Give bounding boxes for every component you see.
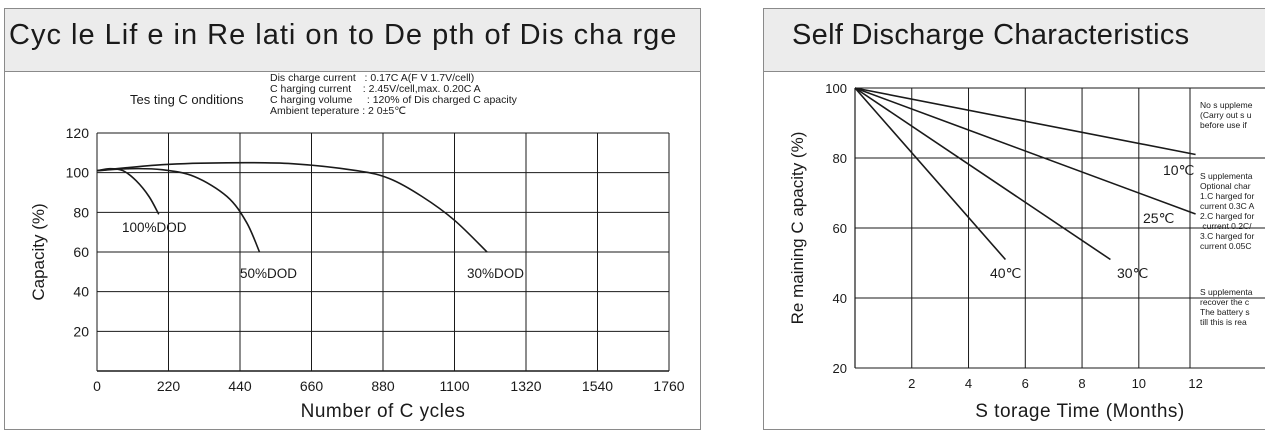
x-tick-label: 1540 — [582, 378, 613, 394]
note-line: S upplementa — [1200, 171, 1253, 181]
testing-condition-line: C harging current : 2.45V/cell,max. 0.20… — [270, 83, 481, 95]
x-tick-label: 1320 — [510, 378, 541, 394]
x-axis-label: S torage Time (Months) — [975, 401, 1185, 422]
x-tick-label: 440 — [228, 378, 252, 394]
note-line: recover the c — [1200, 297, 1250, 307]
series-label: 30℃ — [1117, 265, 1148, 281]
cycle-life-panel: Cyc le Lif e in Re lati on to De pth of … — [4, 8, 701, 430]
note-line: before use if — [1200, 120, 1247, 130]
x-tick-label: 4 — [965, 376, 972, 391]
note-line: current 0.3C A — [1200, 201, 1255, 211]
y-axis-label: Capacity (%) — [29, 203, 48, 300]
series-label: 25℃ — [1143, 210, 1174, 226]
series-line-40c — [854, 87, 1007, 261]
note-line: current 0.2C/ — [1200, 221, 1252, 231]
y-tick-label: 100 — [66, 165, 90, 181]
testing-condition-line: Dis charge current : 0.17C A(F V 1.7V/ce… — [270, 72, 474, 84]
note-line: 3.C harged for — [1200, 231, 1255, 241]
x-tick-label: 220 — [157, 378, 181, 394]
series-line-10c — [854, 87, 1196, 156]
note-line: Optional char — [1200, 181, 1251, 191]
series-line-50dod — [96, 167, 261, 253]
series-line-30dod — [96, 161, 488, 253]
y-tick-label: 80 — [833, 151, 847, 166]
x-tick-label: 12 — [1188, 376, 1202, 391]
series-label: 40℃ — [990, 265, 1021, 281]
x-tick-label: 2 — [908, 376, 915, 391]
x-tick-label: 660 — [300, 378, 324, 394]
y-tick-label: 100 — [825, 81, 847, 96]
cycle-life-header: Cyc le Lif e in Re lati on to De pth of … — [5, 9, 700, 72]
series-line-25c — [854, 87, 1196, 215]
x-tick-label: 8 — [1078, 376, 1085, 391]
y-tick-label: 40 — [73, 284, 89, 300]
x-axis-label: Number of C ycles — [301, 401, 466, 422]
note-line: The battery s — [1200, 307, 1250, 317]
series-label: 100%DOD — [122, 220, 187, 235]
self-discharge-panel: Self Discharge Characteristics — [763, 8, 1265, 430]
testing-condition-line: C harging volume : 120% of Dis charged C… — [270, 94, 518, 106]
note-line: (Carry out s u — [1200, 110, 1252, 120]
cycle-life-title: Cyc le Lif e in Re lati on to De pth of … — [9, 19, 678, 51]
self-discharge-header: Self Discharge Characteristics — [764, 9, 1265, 72]
y-tick-label: 120 — [66, 125, 90, 141]
y-tick-label: 20 — [73, 323, 89, 339]
series-line-30c — [854, 87, 1111, 261]
note-line: S upplementa — [1200, 287, 1253, 297]
y-tick-label: 60 — [73, 244, 89, 260]
y-tick-label: 20 — [833, 361, 847, 376]
testing-conditions-label: Tes ting C onditions — [130, 92, 244, 107]
note-line: current 0.05C — [1200, 241, 1252, 251]
note-line: 1.C harged for — [1200, 191, 1255, 201]
x-tick-label: 1100 — [439, 378, 469, 394]
series-label: 10℃ — [1163, 162, 1194, 178]
y-tick-label: 60 — [833, 221, 847, 236]
series-line-100dod — [96, 167, 160, 215]
series-label: 30%DOD — [467, 266, 524, 281]
note-line: No s uppleme — [1200, 100, 1253, 110]
y-tick-label: 80 — [73, 204, 89, 220]
note-line: 2.C harged for — [1200, 211, 1255, 221]
x-tick-label: 6 — [1022, 376, 1029, 391]
x-tick-label: 0 — [93, 378, 101, 394]
testing-condition-line: Ambient teperature : 2 0±5℃ — [270, 105, 406, 117]
x-tick-label: 1760 — [653, 378, 684, 394]
note-line: till this is rea — [1200, 317, 1247, 327]
series-label: 50%DOD — [240, 266, 297, 281]
y-axis-label: Re maining C apacity (%) — [788, 132, 807, 325]
self-discharge-title: Self Discharge Characteristics — [792, 19, 1190, 51]
x-tick-label: 880 — [371, 378, 395, 394]
y-tick-label: 40 — [833, 291, 847, 306]
x-tick-label: 10 — [1132, 376, 1146, 391]
